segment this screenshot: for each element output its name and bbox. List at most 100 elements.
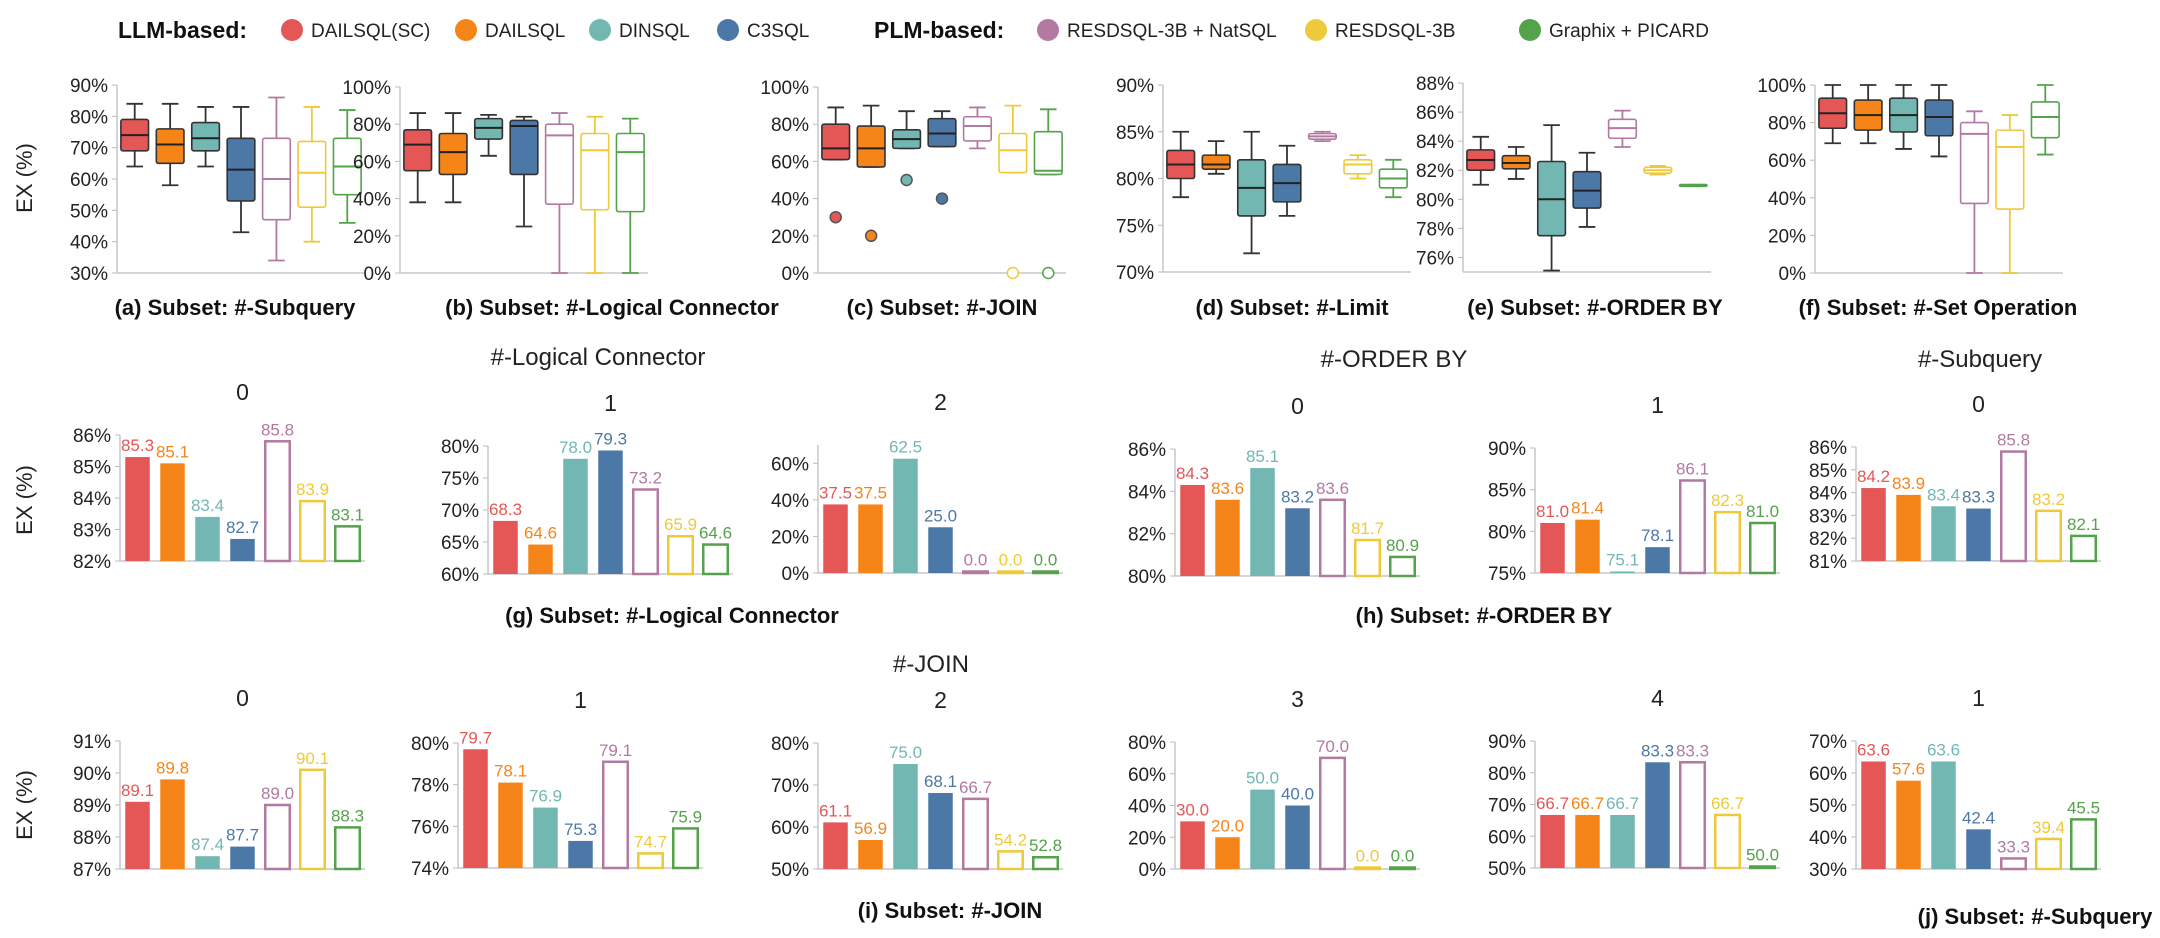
box-body-5-5 xyxy=(1995,129,2025,210)
chart-panel-17: 30% 40% 50% 60% 70% 63.657.663.6 42.433.339.44… xyxy=(1809,685,2153,929)
bar-value-label-15-6: 0.0 xyxy=(1391,847,1415,866)
box-3-6 xyxy=(1378,158,1408,199)
panel-title-15: 3 xyxy=(1291,686,1304,712)
bar-11-0 xyxy=(1861,488,1886,561)
panel-caption-14: (i) Subset: #-JOIN xyxy=(858,898,1043,923)
bar-value-label-8-5: 0.0 xyxy=(999,551,1023,570)
box-body-0-1 xyxy=(155,128,185,165)
y-tick-label-4-4: 84% xyxy=(1416,132,1454,153)
bar-value-label-13-6: 75.9 xyxy=(669,807,702,826)
panel-caption-1: (b) Subset: #-Logical Connector xyxy=(445,295,779,320)
y-tick-label-1-2: 40% xyxy=(353,190,391,211)
box-1-5 xyxy=(580,115,610,274)
bar-value-label-13-5: 74.7 xyxy=(634,832,667,851)
bar-value-label-12-6: 88.3 xyxy=(331,806,364,825)
bar-16-6 xyxy=(1749,865,1776,870)
box-0-4 xyxy=(261,96,292,262)
box-body-3-5 xyxy=(1343,159,1373,175)
bar-9-1 xyxy=(1215,499,1240,576)
y-tick-label-3-2: 80% xyxy=(1116,170,1154,191)
y-tick-label-4-6: 88% xyxy=(1416,74,1454,95)
bar-13-3 xyxy=(568,840,593,868)
y-tick-label-0-3: 60% xyxy=(70,170,108,191)
box-2-5 xyxy=(998,104,1028,280)
chart-panel-3: 70% 75% 80% 85% 90% (d) Subset: #-Limit xyxy=(1116,76,1411,320)
bar-value-label-6-5: 83.9 xyxy=(296,480,329,499)
bar-value-label-10-3: 78.1 xyxy=(1641,526,1674,545)
bar-value-label-16-4: 83.3 xyxy=(1676,741,1709,760)
panel-caption-10: (h) Subset: #-ORDER BY xyxy=(1356,603,1613,628)
box-1-1 xyxy=(438,112,468,204)
y-tick-label-6-0: 82% xyxy=(73,552,111,573)
box-1-3 xyxy=(509,115,539,228)
bar-10-1 xyxy=(1575,519,1600,573)
bar-value-label-11-6: 82.1 xyxy=(2067,515,2100,534)
group-title-9: #-ORDER BY xyxy=(1321,346,1468,373)
box-body-1-3 xyxy=(509,119,539,176)
bar-value-label-10-1: 81.4 xyxy=(1571,499,1604,518)
y-tick-label-16-2: 70% xyxy=(1488,796,1526,817)
bar-value-label-14-3: 68.1 xyxy=(924,772,957,791)
box-0-3 xyxy=(226,106,256,234)
box-5-6 xyxy=(2030,84,2060,156)
bar-value-label-12-3: 87.7 xyxy=(226,826,259,845)
panel-title-17: 1 xyxy=(1972,685,1985,711)
y-tick-label-9-2: 84% xyxy=(1128,482,1166,503)
bar-12-2 xyxy=(195,856,220,869)
bar-15-5 xyxy=(1354,866,1381,871)
y-tick-label-15-1: 20% xyxy=(1128,828,1166,849)
y-tick-label-5-4: 80% xyxy=(1768,114,1806,135)
bar-15-4 xyxy=(1319,756,1346,871)
bar-6-4 xyxy=(264,440,291,563)
box-0-5 xyxy=(297,106,327,243)
bar-value-label-10-6: 81.0 xyxy=(1746,502,1779,521)
y-tick-label-1-5: 100% xyxy=(342,78,391,99)
legend-label-3: C3SQL xyxy=(747,21,809,42)
legend: LLM-based: PLM-based: DAILSQL(SC) DAILSQL DI… xyxy=(118,17,1709,43)
y-tick-label-9-3: 86% xyxy=(1128,440,1166,461)
y-tick-label-0-0: 30% xyxy=(70,264,108,285)
bar-7-1 xyxy=(528,544,553,574)
bar-value-label-12-2: 87.4 xyxy=(191,835,224,854)
bar-8-4 xyxy=(962,570,989,575)
bar-8-3 xyxy=(928,527,953,573)
bar-7-6 xyxy=(702,543,729,576)
bar-9-0 xyxy=(1180,484,1205,576)
bar-17-1 xyxy=(1896,780,1921,869)
panel-title-7: 1 xyxy=(604,390,617,416)
legend-marker-1 xyxy=(455,19,477,41)
box-1-4 xyxy=(544,112,575,274)
box-3-4 xyxy=(1307,130,1338,143)
y-tick-label-0-4: 70% xyxy=(70,139,108,160)
bar-value-label-9-6: 80.9 xyxy=(1386,536,1419,555)
box-5-2 xyxy=(1888,84,1919,150)
panel-title-9: 0 xyxy=(1291,393,1304,419)
bar-value-label-8-0: 37.5 xyxy=(819,483,852,502)
box-2-2 xyxy=(891,110,922,187)
y-tick-label-2-3: 60% xyxy=(771,152,809,173)
legend-marker-6 xyxy=(1519,19,1541,41)
y-tick-label-15-4: 80% xyxy=(1128,733,1166,754)
y-tick-label-4-5: 86% xyxy=(1416,103,1454,124)
y-tick-label-17-4: 70% xyxy=(1809,732,1847,753)
bar-12-0 xyxy=(125,801,150,869)
chart-panel-7: 60%65%70%75%80%68.364.678.0 79.373.265.9 6… xyxy=(441,390,733,586)
bar-value-label-17-0: 63.6 xyxy=(1857,740,1890,759)
chart-panel-1: 0% 20% 40% 60% 80% 100% (b) Subset: #-Logical … xyxy=(342,78,779,320)
y-tick-label-12-0: 87% xyxy=(73,860,111,881)
box-body-1-1 xyxy=(438,132,468,176)
y-tick-label-12-3: 90% xyxy=(73,764,111,785)
box-3-5 xyxy=(1343,154,1373,180)
bar-6-2 xyxy=(195,516,220,561)
panel-title-13: 1 xyxy=(574,687,587,713)
bar-value-label-11-5: 83.2 xyxy=(2032,490,2065,509)
y-tick-label-16-1: 60% xyxy=(1488,827,1526,848)
y-tick-label-11-1: 82% xyxy=(1809,529,1847,550)
bar-16-5 xyxy=(1714,813,1741,870)
bar-10-2 xyxy=(1610,571,1635,573)
group-title-6: #-Logical Connector xyxy=(491,344,706,371)
bar-value-label-11-4: 85.8 xyxy=(1997,431,2030,450)
legend-marker-4 xyxy=(1037,19,1059,41)
panel-caption-2: (c) Subset: #-JOIN xyxy=(847,295,1038,320)
bar-value-label-13-0: 79.7 xyxy=(459,728,492,747)
